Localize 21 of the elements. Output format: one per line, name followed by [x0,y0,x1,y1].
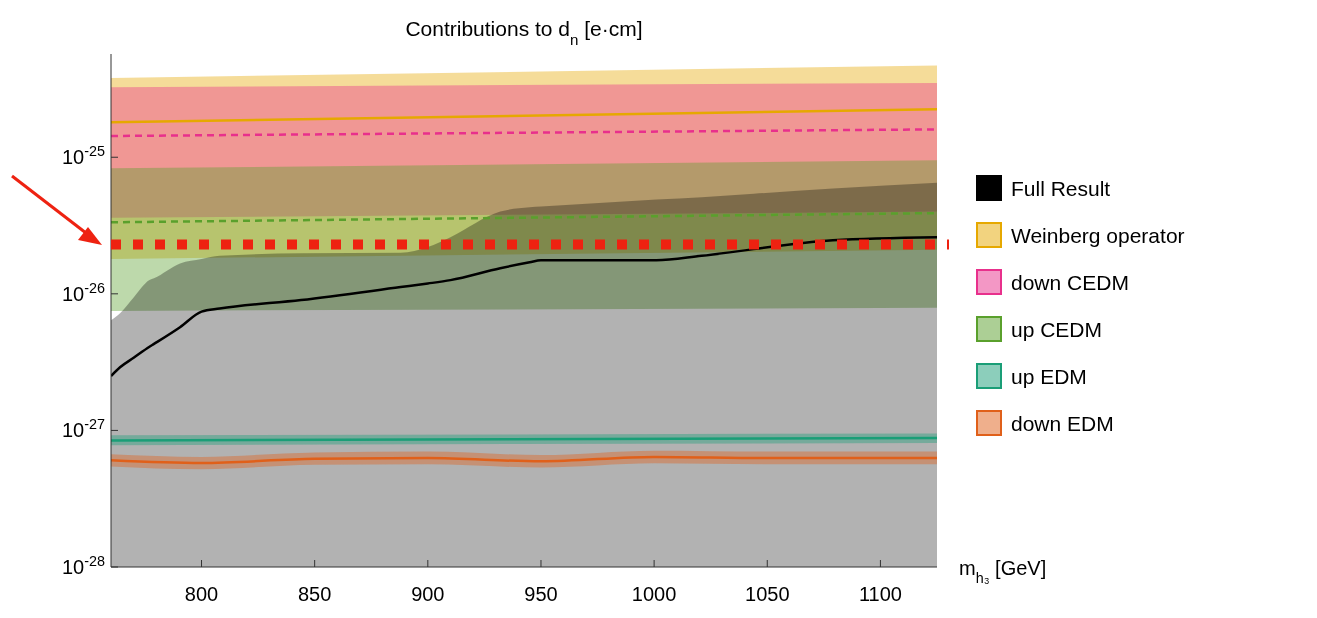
line-series [111,235,937,378]
legend-label: up EDM [1011,365,1087,388]
legend-label: down CEDM [1011,271,1129,294]
legend-label: Full Result [1011,177,1111,200]
x-tick-label: 1050 [745,583,790,605]
x-axis-title: m$_{h₃}$ [GeV] [959,557,1047,586]
line-series [111,455,937,465]
x-tick-label: 850 [297,583,332,605]
y-tick-label: 10$^{-25}$ [61,143,105,169]
y-tick-label: 10$^{-26}$ [61,279,105,305]
x-tick-label: 1000 [631,583,677,605]
legend-label: up CEDM [1011,318,1103,341]
y-tick-label: 10$^{-28}$ [61,553,105,578]
legend-label: Weinberg operator [1011,224,1185,247]
x-tick-label: 950 [524,583,558,605]
chart-title: Contributions to d$_{n}$ [e·cm] [405,17,643,48]
x-tick-label: 900 [411,583,445,605]
x-tick-label: 1100 [858,583,902,605]
y-tick-label: 10$^{-27}$ [61,416,105,442]
legend-label: down EDM [1011,412,1114,435]
x-tick-label: 800 [184,583,219,605]
